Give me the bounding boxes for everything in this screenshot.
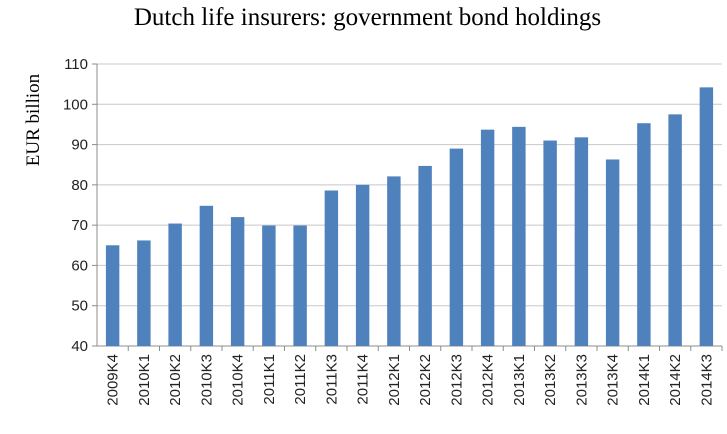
y-tick-label: 60	[71, 257, 88, 274]
x-tick-label: 2013K3	[573, 354, 590, 406]
x-tick-label: 2010K1	[136, 354, 153, 406]
chart-title: Dutch life insurers: government bond hol…	[133, 4, 602, 31]
bar	[668, 114, 682, 346]
bar	[387, 176, 401, 346]
x-tick-label: 2013K1	[511, 354, 528, 406]
bar	[230, 217, 245, 346]
y-tick-label: 100	[63, 96, 88, 113]
bars	[105, 87, 714, 347]
x-tick-label: 2012K2	[417, 354, 434, 406]
x-tick-label: 2010K3	[198, 354, 215, 406]
bar	[418, 165, 432, 346]
bar	[324, 190, 339, 346]
bar	[543, 140, 557, 346]
bar	[512, 126, 526, 347]
x-tick-label: 2010K4	[230, 354, 247, 406]
x-tick-label: 2013K4	[605, 354, 622, 406]
bar	[293, 225, 307, 346]
bar	[137, 240, 151, 346]
bar	[637, 123, 651, 346]
x-tick-label: 2012K1	[386, 354, 403, 406]
x-tick-label: 2009K4	[105, 354, 122, 406]
bar	[605, 159, 620, 346]
x-tick-label: 2014K1	[636, 354, 653, 406]
y-tick-label: 50	[71, 298, 88, 315]
x-tick-label: 2011K2	[292, 354, 309, 405]
bar	[262, 225, 276, 346]
x-tick-label: 2014K3	[698, 354, 715, 406]
x-tick-label: 2011K3	[323, 354, 340, 405]
y-axis-label: EUR billion	[23, 73, 44, 166]
bar	[480, 129, 495, 346]
bar	[168, 223, 182, 346]
bar	[105, 245, 120, 346]
axes	[92, 63, 723, 351]
x-tick-label: 2014K2	[667, 354, 684, 406]
bar	[449, 148, 464, 346]
x-tick-labels: 2009K4 2010K1 2010K2 2010K3 2010K4 2011K1 2011…	[105, 354, 716, 406]
y-tick-label: 70	[71, 217, 88, 234]
x-tick-label: 2011K1	[261, 354, 278, 405]
y-tick-label: 80	[71, 177, 88, 194]
x-tick-label: 2012K3	[448, 354, 465, 406]
x-tick-label: 2011K4	[355, 354, 372, 405]
bar	[699, 87, 714, 346]
bar	[199, 205, 214, 346]
y-tick-label: 90	[71, 137, 88, 154]
x-tick-label: 2013K2	[542, 354, 559, 406]
y-tick-labels: 40 50 60 70 80 90 100 110	[63, 56, 88, 355]
x-tick-label: 2010K2	[167, 354, 184, 406]
gridlines	[97, 63, 722, 307]
y-tick-label: 40	[71, 338, 88, 355]
bar	[574, 137, 589, 346]
y-tick-label: 110	[64, 56, 88, 73]
x-tick-label: 2012K4	[480, 354, 497, 406]
bar	[355, 184, 370, 346]
